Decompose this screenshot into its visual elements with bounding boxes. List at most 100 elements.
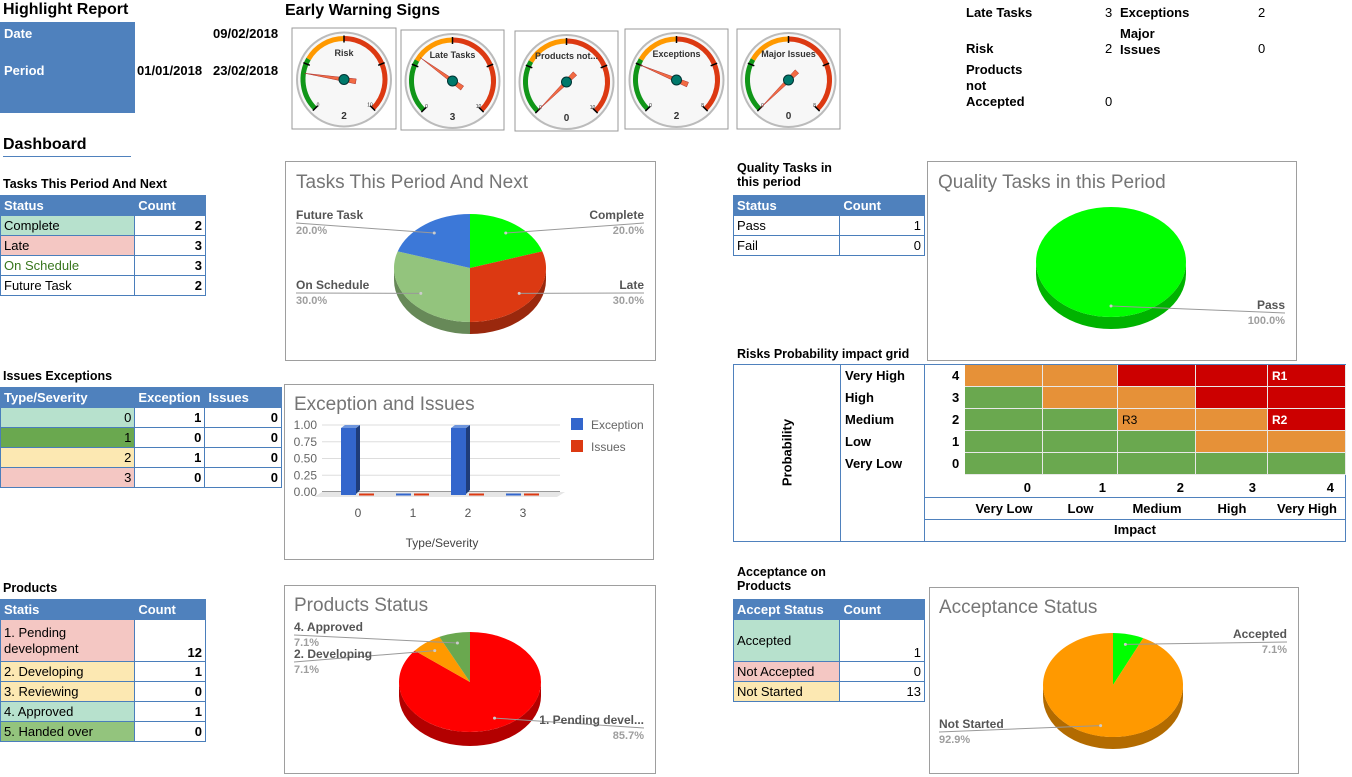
bar-side xyxy=(356,425,360,494)
divider xyxy=(925,519,1345,520)
bar xyxy=(359,493,374,496)
pie-percent: 7.1% xyxy=(294,664,319,676)
y-tick-label: 1.00 xyxy=(294,418,318,432)
table-row: 3. Reviewing 0 xyxy=(0,681,206,702)
risk-marker: R2 xyxy=(1272,413,1288,427)
probability-level: Low xyxy=(845,434,871,449)
row-label: 2 xyxy=(0,447,136,468)
gauge-tick xyxy=(411,63,419,68)
date-label: Date xyxy=(4,26,33,41)
pie-label: 4. Approved xyxy=(294,620,363,634)
gauge-min: 0 xyxy=(425,104,428,110)
pie-label: 1. Pending devel... xyxy=(539,713,644,727)
summary-products: 0 xyxy=(1105,94,1113,109)
risk-cell xyxy=(965,409,1043,431)
impact-level: High xyxy=(1217,501,1247,516)
legend-label: Issues xyxy=(591,440,626,454)
gauge-min: 0 xyxy=(649,103,652,109)
pie-label: Future Task xyxy=(296,208,363,222)
risk-cell xyxy=(965,387,1043,409)
gauge-label: Risk xyxy=(334,48,354,58)
chart-title: Quality Tasks in this Period xyxy=(938,172,1166,193)
cell-value: 1 xyxy=(839,215,925,236)
summary-exceptions-label: Exceptions xyxy=(1120,5,1190,20)
probability-value: 0 xyxy=(952,456,960,471)
impact-value: 3 xyxy=(1248,480,1256,495)
pie-slice-side xyxy=(1036,262,1186,329)
tasks-table-title: Tasks This Period And Next xyxy=(3,177,167,191)
gauge-tick xyxy=(486,63,494,68)
gauge-label: Exceptions xyxy=(652,49,700,59)
column-header: Count xyxy=(134,195,206,216)
row-label: 0 xyxy=(0,407,136,428)
gauge-tick xyxy=(702,105,709,112)
cell-value: 13 xyxy=(839,681,925,702)
pie-leader-line xyxy=(293,634,458,644)
pie-label: On Schedule xyxy=(296,278,370,292)
gauge-tick xyxy=(710,62,718,67)
risk-cell xyxy=(965,365,1043,387)
cell-value: 0 xyxy=(839,235,925,256)
risk-cell xyxy=(1043,453,1118,475)
pie-slice-side xyxy=(1043,685,1183,749)
pie-leader-dot xyxy=(517,291,521,295)
risk-marker: R1 xyxy=(1272,369,1288,383)
gauge-band xyxy=(750,36,789,61)
risk-cell xyxy=(1043,387,1118,409)
y-tick-label: 0.00 xyxy=(294,485,318,499)
risk-cell xyxy=(1196,453,1268,475)
bar xyxy=(469,493,484,496)
divider xyxy=(840,365,841,541)
pie-leader-dot xyxy=(1123,642,1127,646)
cell-value: 0 xyxy=(134,721,206,742)
probability-value: 3 xyxy=(952,390,960,405)
pie-leader-dot xyxy=(1099,724,1103,728)
cell-value: 2 xyxy=(134,275,206,296)
pie-leader-dot xyxy=(432,231,436,235)
bar xyxy=(414,493,429,496)
pie-percent: 30.0% xyxy=(296,295,327,307)
row-label: Not Accepted xyxy=(732,661,841,682)
risk-cell xyxy=(1118,387,1196,409)
summary-major-issues: 0 xyxy=(1258,41,1266,56)
row-label: Future Task xyxy=(0,275,136,296)
gauge-tick xyxy=(478,106,485,113)
pie-label: Pass xyxy=(1257,298,1285,312)
summary-late-tasks-label: Late Tasks xyxy=(966,5,1033,20)
gauge-band xyxy=(638,36,677,61)
chart-title: Exception and Issues xyxy=(294,394,475,415)
summary-risk: 2 xyxy=(1105,41,1113,56)
gauge-band xyxy=(306,36,345,61)
probability-level: High xyxy=(845,390,874,405)
gauge-label: Major Issues xyxy=(761,49,816,59)
table-row: Fail 0 xyxy=(732,235,925,256)
bar xyxy=(341,428,356,495)
pie-percent: 100.0% xyxy=(1248,315,1286,327)
header-label-block xyxy=(0,22,135,113)
acceptance-table-title: Acceptance on Products xyxy=(737,565,826,593)
gauge-max: 10 xyxy=(476,104,482,110)
pie-leader-line xyxy=(1125,641,1288,645)
risk-cell xyxy=(1268,453,1346,475)
cell-value: 0 xyxy=(204,407,282,428)
pie-leader-dot xyxy=(493,716,497,720)
pie-label: 2. Developing xyxy=(294,647,372,661)
probability-value: 2 xyxy=(952,412,960,427)
table-row: On Schedule 3 xyxy=(0,255,206,276)
pie-leader-dot xyxy=(433,649,437,653)
x-tick-label: 1 xyxy=(410,506,417,520)
row-label: On Schedule xyxy=(0,255,136,276)
column-header: Count xyxy=(839,599,925,620)
column-header: Exception xyxy=(134,387,206,408)
risk-cell xyxy=(1196,387,1268,409)
bar xyxy=(506,493,521,496)
y-tick-label: 0.75 xyxy=(294,435,318,449)
gauge-tick xyxy=(592,107,599,114)
row-label: Complete xyxy=(0,215,136,236)
pie-label: Not Started xyxy=(939,717,1004,731)
impact-level: Very High xyxy=(1277,501,1337,516)
pie-leader-dot xyxy=(455,641,459,645)
gauge-max: 10 xyxy=(367,103,373,109)
